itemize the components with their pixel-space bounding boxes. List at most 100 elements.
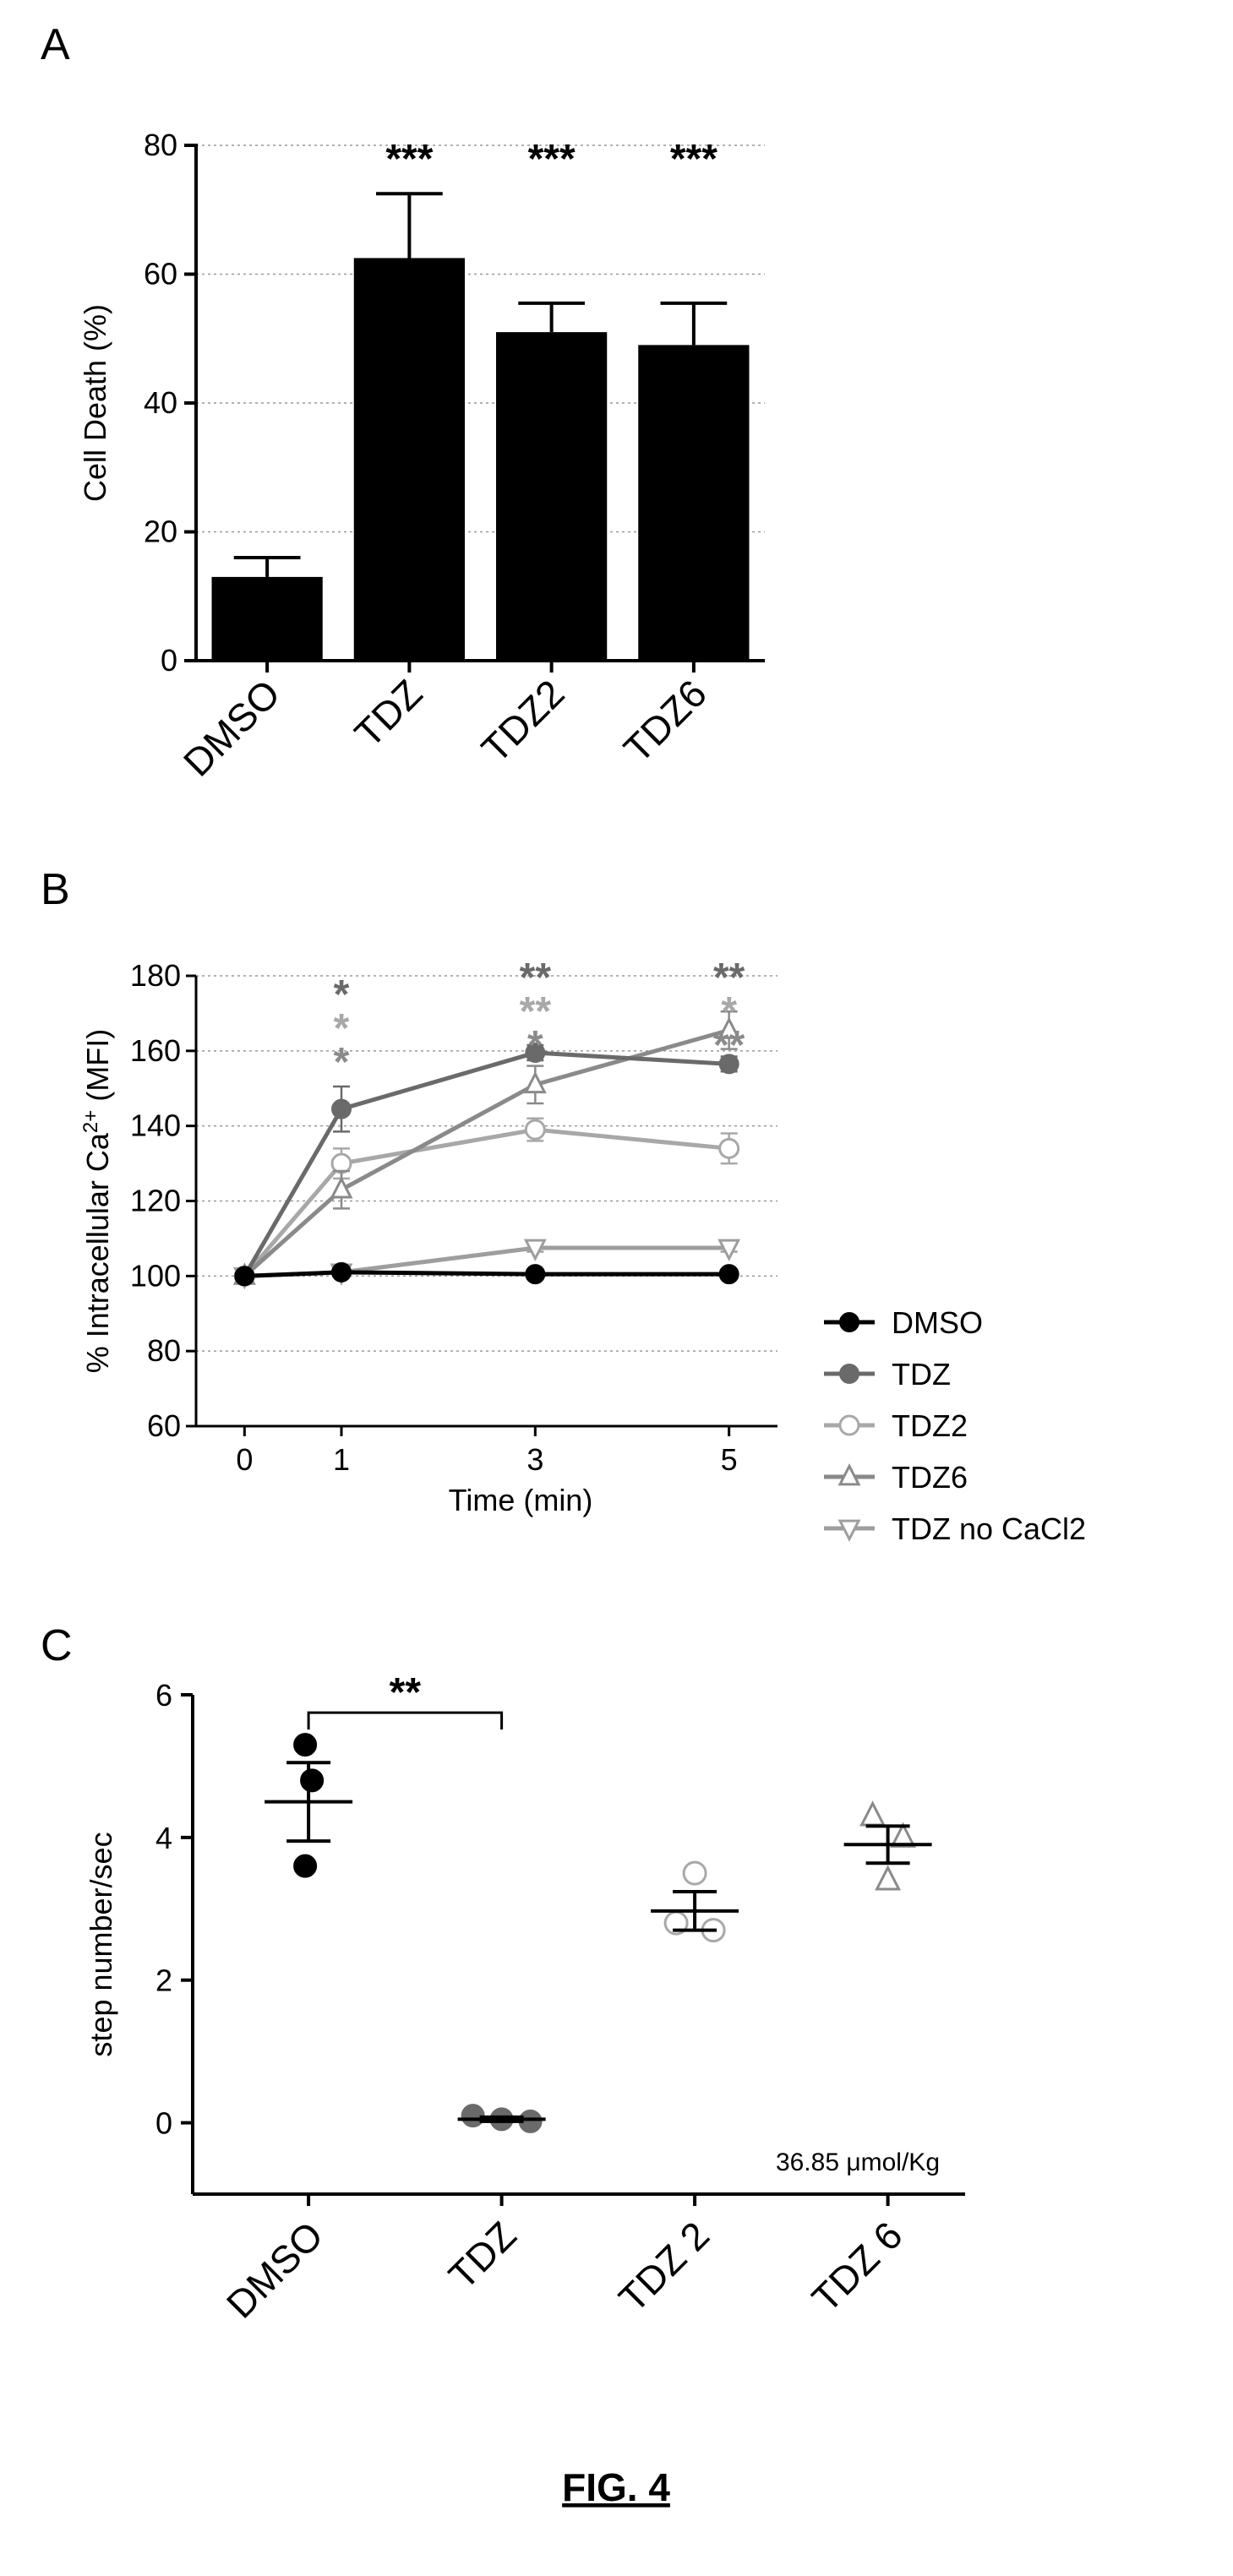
panel-b-x-tick-label: 0	[236, 1442, 253, 1477]
panel-b-data-point	[718, 1054, 739, 1075]
panel-b-y-tick-label: 140	[130, 1108, 181, 1143]
panel-b-legend-marker	[839, 1364, 859, 1384]
panel-b-y-tick-label: 60	[147, 1408, 181, 1443]
panel-b-data-point	[717, 1239, 741, 1261]
panel-b-data-point	[523, 1070, 547, 1094]
panel-c-data-point	[293, 1733, 318, 1757]
panel-b-series-tdz6	[232, 1010, 741, 1285]
panel-c-y-tick-label: 0	[155, 2106, 172, 2141]
panel-b-data-point	[523, 1239, 547, 1261]
panel-a-y-axis-label: Cell Death (%)	[78, 304, 112, 502]
panel-c-category-label: TDZ	[440, 2213, 525, 2297]
panel-a-category-label: TDZ6	[615, 671, 715, 771]
panel-a-y-tick-label: 20	[144, 515, 177, 549]
panel-a-bar-tdz6	[638, 345, 750, 661]
panel-c-data-point	[293, 1854, 318, 1878]
panel-c-comparison: **	[307, 1670, 504, 1730]
panel-b-y-label-suffix: (MFI)	[80, 1029, 115, 1110]
panel-b-y-tick-label: 160	[130, 1033, 181, 1068]
panel-b-series-line	[243, 1050, 729, 1277]
panel-b-y-label-main: % Intracellular Ca	[80, 1132, 115, 1373]
panel-c-category-label: DMSO	[218, 2213, 331, 2326]
panel-a-bar-tdz2	[496, 332, 608, 661]
panel-c-group-tdz-6	[843, 1800, 932, 1891]
panel-b-x-tick-label: 5	[721, 1442, 738, 1477]
panel-b-data-point	[234, 1266, 255, 1287]
panel-b-data-point	[718, 1137, 740, 1159]
panel-b-legend-entry: TDZ no CaCl2	[824, 1511, 1086, 1546]
panel-b-legend: DMSO TDZ TDZ2 TDZ6 TDZ no CaCl2	[824, 1305, 1086, 1546]
panel-a-category-label: DMSO	[175, 671, 288, 784]
panel-a-letter: A	[41, 20, 70, 69]
panel-c-scatter-chart: C 0 2 4 6 DMSO TDZ TDZ 2 TDZ 6 ** step number/…	[41, 1621, 965, 2327]
panel-b-y-tick-label: 180	[130, 958, 181, 993]
panel-c-data-point	[875, 1865, 902, 1891]
panel-a-category-label: TDZ2	[473, 671, 573, 771]
panel-b-legend-label: TDZ2	[892, 1408, 968, 1443]
panel-a-bar-tdz	[353, 258, 465, 661]
panel-b-x-axis-label: Time (min)	[449, 1483, 593, 1517]
panel-b-legend-marker	[837, 1519, 861, 1542]
panel-b-axes	[186, 974, 777, 1436]
panel-c-axes	[181, 1693, 965, 2206]
panel-b-data-point	[330, 1176, 353, 1199]
panel-b-legend-label: TDZ	[892, 1357, 951, 1391]
panel-b-tick-labels: 60 80 100 120 140 160 180 0 1 3 5	[130, 958, 738, 1477]
panel-c-data-point	[682, 1860, 707, 1886]
panel-c-y-tick-label: 2	[155, 1963, 172, 1998]
panel-b-significance-star: *	[334, 972, 350, 1017]
panel-c-group-tdz	[457, 2104, 546, 2133]
panel-a-category-labels: DMSO TDZ TDZ2 TDZ6	[175, 671, 715, 784]
panel-b-legend-entry: DMSO	[824, 1305, 983, 1340]
panel-a-bars	[211, 192, 750, 661]
panel-b-legend-marker	[839, 1312, 859, 1332]
panel-a-significance-stars: ***	[528, 137, 576, 182]
panel-b-series-line	[244, 1270, 729, 1278]
panel-b-y-tick-label: 80	[147, 1333, 181, 1368]
panel-a-significance: *** *** ***	[385, 137, 717, 182]
panel-c-comparison-bracket	[307, 1711, 504, 1730]
panel-c-y-axis-label: step number/sec	[84, 1832, 118, 2056]
panel-b-significance-star: *	[721, 989, 737, 1034]
panel-a-bar-dmso	[211, 576, 323, 661]
panel-b-data-point	[525, 1043, 546, 1064]
panel-a-bar-chart: A 0 20 40 60 80 DMSO TDZ TDZ2 TDZ6 *** *** *** Ce…	[41, 20, 765, 785]
panel-b-gridlines	[196, 975, 777, 1427]
panel-a-y-tick-label: 40	[144, 385, 177, 420]
panel-b-x-tick-label: 1	[333, 1442, 350, 1477]
panel-b-significance-star: **	[520, 989, 552, 1034]
panel-b-data-point	[718, 1264, 739, 1285]
panel-a-tick-labels: 0 20 40 60 80	[144, 128, 177, 678]
panel-b-y-label-sup: 2+	[79, 1110, 102, 1133]
panel-a-y-tick-label: 80	[144, 128, 177, 162]
figure-caption: FIG. 4	[562, 2465, 670, 2509]
panel-b-series-dmso	[234, 1261, 739, 1287]
panel-b-y-tick-label: 100	[130, 1258, 181, 1293]
panel-b-legend-entry: TDZ6	[824, 1460, 968, 1495]
panel-b-significance-star: **	[713, 956, 745, 1000]
panel-c-comparison-stars: **	[390, 1670, 422, 1715]
panel-c-group-dmso	[265, 1733, 353, 1878]
panel-c-data-point	[859, 1800, 887, 1827]
panel-b-data-point	[524, 1119, 546, 1141]
panel-c-y-tick-label: 4	[155, 1821, 172, 1855]
panel-c-letter: C	[41, 1621, 73, 1670]
panel-b-letter: B	[41, 865, 70, 914]
panel-b-series-tdz-no-cacl2	[232, 1239, 741, 1290]
panel-c-y-tick-label: 6	[155, 1678, 172, 1713]
panel-b-significance-star: *	[527, 1023, 543, 1068]
panel-b-significance-star: *	[334, 1006, 350, 1051]
panel-b-significance-star: **	[713, 1023, 745, 1068]
panel-b-legend-marker	[838, 1414, 860, 1436]
panel-c-groups	[265, 1733, 932, 2133]
panel-c-category-labels: DMSO TDZ TDZ 2 TDZ 6	[218, 2213, 911, 2326]
panel-c-data-point	[890, 1822, 917, 1848]
panel-b-legend-label: TDZ no CaCl2	[892, 1511, 1086, 1546]
panel-a-y-tick-label: 60	[144, 257, 177, 291]
panel-b-y-tick-label: 120	[130, 1184, 181, 1218]
panel-a-significance-stars: ***	[385, 137, 433, 182]
panel-b-series	[232, 1010, 741, 1290]
panel-a-y-tick-label: 0	[161, 643, 177, 678]
